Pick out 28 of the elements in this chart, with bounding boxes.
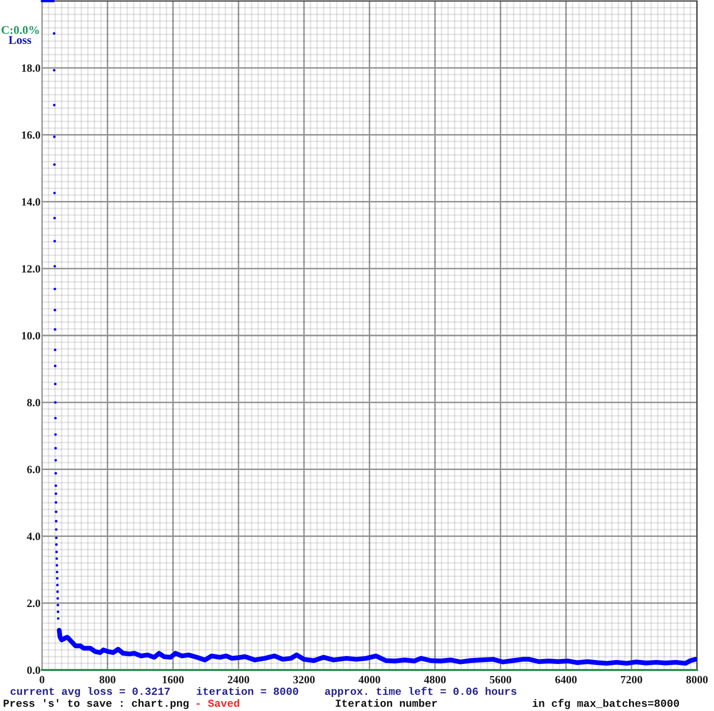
x-tick-label: 2400 (228, 676, 250, 684)
text: Press 's' to save : chart.png (4, 698, 189, 710)
x-tick-label: 6400 (555, 676, 577, 684)
y-tick-label: 0.0 (27, 666, 40, 674)
y-tick-label: 6.0 (27, 466, 40, 474)
x-tick-label: 4000 (358, 676, 380, 684)
text: in cfg max_batches=8000 (532, 698, 679, 710)
x-tick-label: 8000 (686, 676, 708, 684)
y-tick-label: 16.0 (22, 131, 40, 139)
y-tick-label: 4.0 (26, 532, 40, 540)
x-tick-label: 3200 (293, 676, 315, 684)
x-tick-label: 0 (40, 676, 44, 684)
y-tick-label: 8.0 (27, 398, 40, 406)
text: - Saved (196, 699, 240, 707)
text: current avg loss = 0.3217 iteration = 8000 approx. time left = 0.06 hours (10, 686, 516, 698)
y-axis-title: Loss (8, 36, 32, 44)
y-tick-label: 2.0 (27, 600, 40, 608)
text: C:0.0% (2, 26, 39, 34)
x-tick-label: 5600 (490, 676, 512, 684)
y-tick-label: 10.0 (22, 332, 40, 340)
x-tick-label: 4800 (424, 676, 446, 684)
x-tick-label: 7200 (621, 676, 642, 684)
x-tick-label: 800 (100, 676, 116, 684)
y-tick-label: 14.0 (22, 198, 40, 206)
y-tick-label: 12.0 (22, 265, 40, 273)
x-axis-title: Iteration number (336, 699, 437, 707)
y-tick-label: 18.0 (22, 64, 40, 72)
x-tick-label: 1600 (162, 676, 184, 684)
